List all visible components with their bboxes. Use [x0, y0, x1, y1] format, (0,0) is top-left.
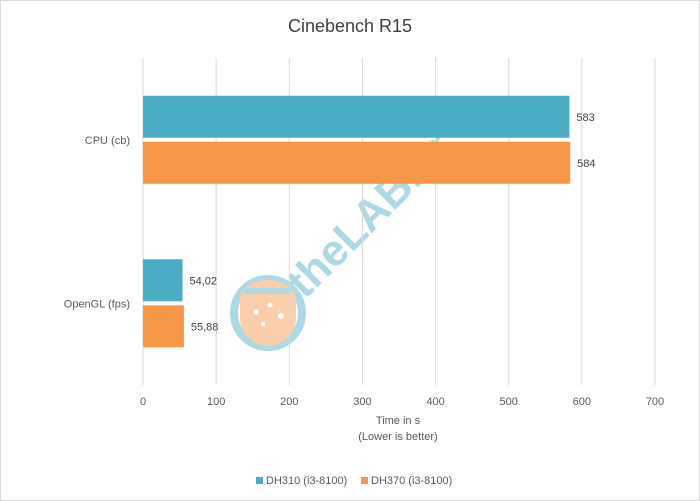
bar-opengl-dh310	[143, 259, 183, 302]
x-tick-label-500: 500	[500, 396, 518, 408]
x-tick-label-0: 0	[140, 396, 146, 408]
x-axis-title-line-1: Time in s	[376, 415, 421, 427]
x-tick-label-300: 300	[353, 396, 371, 408]
chart-title: Cinebench R15	[288, 16, 412, 36]
legend-label-dh370: DH370 (i3-8100)	[371, 475, 452, 487]
data-label-opengl-dh370: 55,88	[191, 321, 219, 333]
bars: 583 584 54,02 55,88	[143, 95, 596, 348]
data-label-cpu-dh370: 584	[577, 158, 595, 170]
category-label-opengl: OpenGL (fps)	[64, 298, 130, 310]
bar-cpu-dh370	[143, 141, 571, 184]
legend: DH310 (i3-8100) DH370 (i3-8100)	[256, 475, 452, 487]
legend-swatch-dh370	[361, 477, 368, 484]
category-label-cpu: CPU (cb)	[85, 135, 130, 147]
x-tick-label-700: 700	[646, 396, 664, 408]
x-axis-title-line-2: (Lower is better)	[358, 431, 437, 443]
bar-cpu-dh310	[143, 95, 570, 138]
legend-label-dh310: DH310 (i3-8100)	[266, 475, 347, 487]
x-tick-label-600: 600	[573, 396, 591, 408]
bar-opengl-dh370	[143, 305, 184, 348]
x-axis-ticks: 0 100 200 300 400 500 600 700	[140, 396, 664, 408]
x-tick-label-400: 400	[426, 396, 444, 408]
x-tick-label-200: 200	[280, 396, 298, 408]
data-label-cpu-dh310: 583	[576, 112, 594, 124]
x-tick-label-100: 100	[207, 396, 225, 408]
data-label-opengl-dh310: 54,02	[190, 275, 218, 287]
y-axis-categories: CPU (cb) OpenGL (fps)	[64, 135, 130, 311]
legend-swatch-dh310	[256, 477, 263, 484]
